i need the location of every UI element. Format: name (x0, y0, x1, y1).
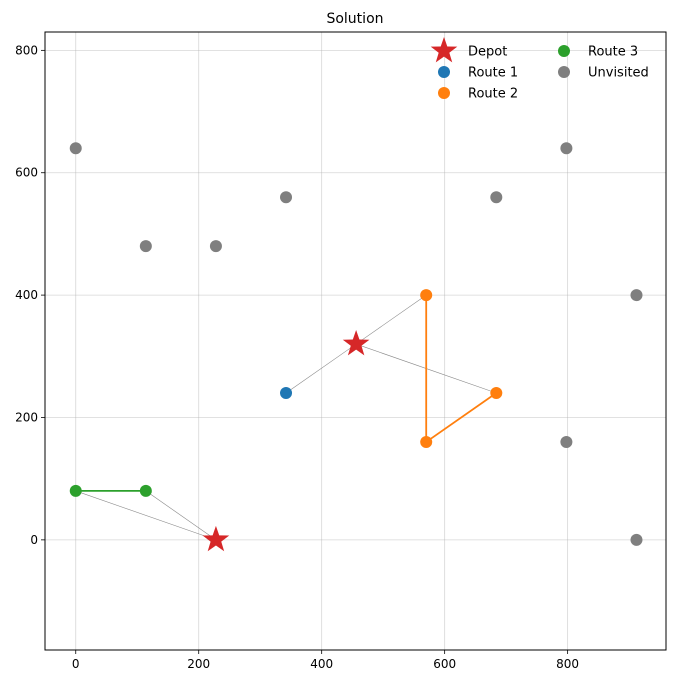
unvisited-point (280, 191, 293, 204)
route-point (139, 484, 152, 497)
unvisited-point (630, 533, 643, 546)
depot-markers (202, 330, 370, 552)
x-tick-label: 600 (433, 657, 456, 671)
unvisited-point (139, 240, 152, 253)
x-tick-label: 400 (310, 657, 333, 671)
y-tick-label: 400 (15, 288, 38, 302)
y-tick-label: 600 (15, 166, 38, 180)
depot-link (355, 294, 427, 345)
legend-depot-marker (430, 37, 458, 63)
unvisited-points (69, 142, 643, 546)
route-point (490, 387, 503, 400)
legend-label: Route 1 (468, 66, 518, 81)
legend-marker (438, 87, 450, 99)
legend-label: Unvisited (588, 66, 649, 81)
legend-label: Route 3 (588, 45, 638, 60)
x-tick-label: 200 (187, 657, 210, 671)
depot-marker (202, 525, 230, 552)
unvisited-point (560, 142, 573, 155)
unvisited-point (560, 435, 573, 448)
x-tick-label: 0 (72, 657, 80, 671)
unvisited-point (490, 191, 503, 204)
legend-label: Depot (468, 45, 507, 60)
legend: Depot Route 1 Route 2 Route 3 Unvisited (430, 37, 649, 102)
route-point (69, 484, 82, 497)
y-tick-label: 0 (30, 533, 38, 547)
x-tick-label: 800 (556, 657, 579, 671)
legend-marker (558, 45, 570, 57)
route-point (420, 435, 433, 448)
unvisited-point (69, 142, 82, 155)
legend-label: Route 2 (468, 87, 518, 102)
depot-marker (342, 330, 370, 356)
depot-link (75, 490, 217, 541)
route-line (425, 295, 497, 444)
legend-marker (438, 66, 450, 78)
y-tick-label: 200 (15, 410, 38, 424)
route-point (420, 289, 433, 302)
x-axis: 0 200 400 600 800 (72, 650, 579, 671)
route-points (69, 289, 503, 497)
legend-marker (558, 66, 570, 78)
depot-link (285, 343, 357, 394)
plot-frame (44, 31, 667, 651)
unvisited-point (630, 289, 643, 302)
unvisited-point (209, 240, 222, 253)
y-tick-label: 800 (15, 43, 38, 57)
depot-link (145, 490, 217, 541)
y-axis: 0 200 400 600 800 (15, 43, 45, 547)
chart-title: Solution (326, 11, 383, 27)
route-point (280, 387, 293, 400)
